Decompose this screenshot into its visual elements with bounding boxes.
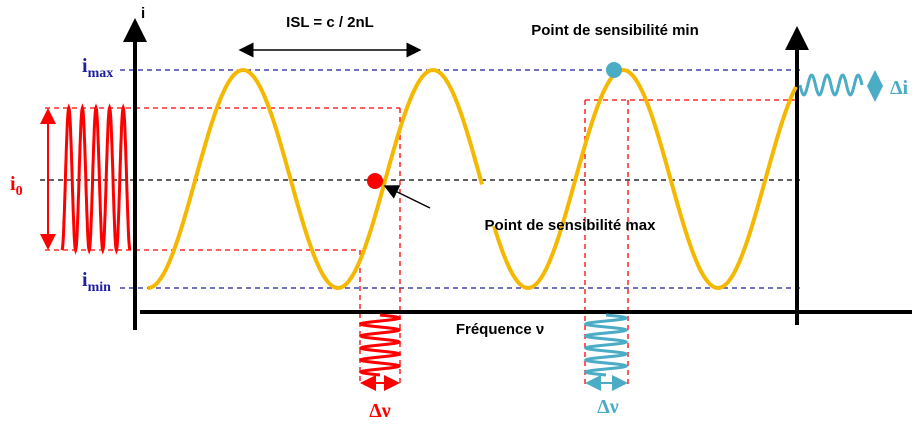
- imin-label: imin: [82, 269, 111, 295]
- imin-sub: min: [88, 280, 112, 295]
- transmission-curve: [147, 68, 484, 291]
- imax-main: i: [82, 55, 88, 77]
- transmission-curve: [492, 68, 798, 291]
- i0-label: i0: [10, 173, 23, 199]
- i0-sub: 0: [16, 184, 23, 199]
- max-point: [367, 173, 383, 189]
- frequency-modulation-blue: [583, 313, 629, 377]
- isl-label: ISL = c / 2nL: [286, 14, 374, 31]
- imax-sub: max: [88, 66, 114, 81]
- guides: [40, 69, 800, 385]
- min-point: [606, 62, 622, 78]
- frequency-modulation-red: [358, 313, 402, 377]
- i0-main: i: [10, 173, 16, 195]
- axes: [123, 18, 912, 330]
- imin-main: i: [82, 269, 88, 291]
- pointer-arrow: [383, 185, 431, 209]
- y-label: i: [141, 5, 145, 22]
- min-point-label: Point de sensibilité min: [531, 22, 699, 39]
- di-label: Δi: [890, 77, 909, 99]
- waves: [60, 68, 864, 377]
- dnu-blue-label: Δν: [597, 396, 619, 418]
- imax-label: imax: [82, 55, 113, 81]
- x-label: Fréquence ν: [456, 321, 544, 338]
- modulation-signal: [60, 103, 132, 255]
- max-point-label: Point de sensibilité max: [485, 217, 657, 234]
- dnu-red-label: Δν: [369, 400, 391, 422]
- output-signal-blue: [798, 73, 864, 97]
